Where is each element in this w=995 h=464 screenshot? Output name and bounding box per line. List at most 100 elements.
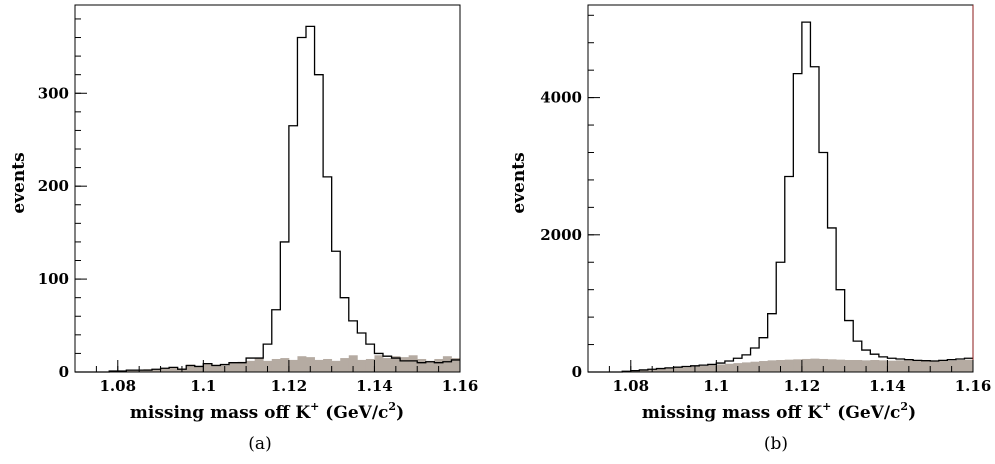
- panel-a-bg-bin: [340, 358, 350, 372]
- panel-b-x-tick-label: 1.14: [869, 377, 906, 395]
- panel-b-y-ticks: 0 2000 4000: [540, 14, 600, 381]
- panel-b-x-tick-label: 1.12: [784, 377, 821, 395]
- panel-b-y-tick-label: 2000: [540, 226, 582, 244]
- panel-b-bg-bin: [921, 360, 931, 372]
- panel-a-bg-bin: [237, 361, 247, 372]
- panel-a-bg-bin: [246, 360, 256, 372]
- panel-a-x-axis-label: missing mass off K+ (GeV/c2): [130, 400, 404, 423]
- panel-b-bg-bin: [896, 360, 905, 372]
- panel-b-bg-bin: [776, 359, 786, 372]
- panel-a-signal-step: [75, 25, 460, 373]
- panel-a-bg-bin: [126, 370, 136, 372]
- panel-a-bg-bin: [152, 369, 161, 372]
- panel-b-xlabel-sup: +: [822, 400, 831, 413]
- panel-a-y-tick-label: 200: [38, 177, 69, 195]
- panel-b-caption: (b): [764, 434, 788, 454]
- panel-a-y-tick-label: 100: [38, 270, 69, 288]
- panel-b-bg-bin: [750, 361, 760, 372]
- panel-a-xlabel-unit: (GeV/c: [319, 403, 388, 423]
- panel-a-bg-bin: [391, 356, 401, 372]
- panel-a-bg-bin: [374, 355, 384, 372]
- panel-b-x-tick-label: 1.16: [955, 377, 992, 395]
- panel-b-bg-bin: [853, 359, 863, 372]
- panel-b-y-axis-label: events: [509, 152, 529, 213]
- panel-a-bg-bin: [357, 359, 367, 372]
- panel-b-signal-step: [588, 21, 973, 373]
- panel-a-bg-bin: [271, 358, 281, 372]
- panel-a-x-tick-label: 1.1: [190, 377, 216, 395]
- panel-b-x-tick-label: 1.1: [703, 377, 729, 395]
- panel-a-x-tick-label: 1.08: [100, 377, 137, 395]
- panel-b-xlabel-unit-sup: 2: [900, 400, 908, 413]
- panel-b-frame: [587, 4, 974, 373]
- panel-b-bg-bin: [767, 360, 777, 372]
- panel-b-bg-bin: [665, 368, 674, 372]
- panel-b-bg-bin: [673, 367, 683, 372]
- panel-b-bg-bin: [716, 364, 726, 372]
- panel-a-bg-bin: [451, 358, 461, 372]
- panel-b-bg-bin: [784, 359, 794, 372]
- panel-a-bg-bin: [400, 357, 410, 372]
- panel-a-bg-bin: [425, 360, 435, 372]
- panel-b-y-tick-label: 0: [572, 363, 582, 381]
- panel-a-bg-bin: [186, 364, 196, 372]
- panel-b-histogram-line: [588, 21, 973, 373]
- panel-a-bg-bin: [408, 355, 418, 372]
- panel-a-bg-bin: [323, 358, 333, 372]
- panel-a-bg-bin: [229, 362, 238, 372]
- panel-b-bg-bin: [639, 369, 649, 372]
- panel-b-bg-bin: [836, 359, 846, 372]
- panel-a-bg-bin: [417, 358, 427, 372]
- panel-b-bg-bin: [904, 359, 914, 372]
- panel-a-xlabel-unit-sup: 2: [388, 400, 396, 413]
- panel-b-bg-bin: [930, 360, 940, 372]
- panel-b-bg-bin: [913, 360, 923, 372]
- panel-b-y-tick-label: 4000: [540, 89, 582, 107]
- panel-b-bg-bin: [955, 359, 965, 372]
- panel-a-bg-bin: [383, 358, 392, 372]
- panel-b-bg-bin: [878, 360, 888, 372]
- panel-a-bg-bin: [203, 363, 213, 372]
- panel-b-bg-bin: [827, 359, 837, 372]
- panel-a-xlabel-sup: +: [310, 400, 319, 413]
- panel-b-bg-bin: [742, 362, 751, 372]
- panel-b-x-tick-label: 1.08: [613, 377, 650, 395]
- panel-a-bg-bin: [331, 360, 341, 372]
- panel-a-x-tick-label: 1.12: [271, 377, 308, 395]
- panel-b-bg-bin: [964, 359, 974, 372]
- panel-a-bg-bin: [314, 359, 324, 372]
- panel-a-xlabel-main: missing mass off K: [130, 403, 311, 423]
- panel-a-xlabel-close: ): [396, 403, 404, 423]
- panel-b-bg-bin: [938, 359, 948, 372]
- panel-a-bg-bin: [254, 358, 264, 372]
- panel-b-bg-bin: [819, 358, 828, 372]
- panel-b-xlabel-main: missing mass off K: [642, 403, 823, 423]
- panel-b-bg-bin: [707, 365, 717, 372]
- panel-b-bg-bin: [801, 358, 811, 372]
- panel-a-y-tick-label: 0: [59, 363, 69, 381]
- panel-a-background-fill: [109, 355, 461, 372]
- panel-b-bg-bin: [887, 360, 897, 372]
- panel-a-bg-bin: [280, 358, 290, 372]
- panel-b-bg-bin: [870, 359, 880, 372]
- panel-a-x-tick-label: 1.16: [442, 377, 479, 395]
- panel-b-bg-bin: [793, 359, 803, 372]
- panel-b-bg-bin: [724, 363, 734, 372]
- panel-a-x-ticks: 1.08 1.1 1.12 1.14 1.16: [74, 360, 479, 395]
- panel-b-bg-bin: [630, 370, 640, 372]
- panel-b-x-axis-label: missing mass off K+ (GeV/c2): [642, 400, 916, 423]
- panel-a-caption: (a): [248, 434, 271, 454]
- panel-a-bg-bin: [306, 357, 315, 372]
- panel-b-xlabel-unit: (GeV/c: [831, 403, 900, 423]
- panel-b-bg-bin: [810, 358, 820, 372]
- panel-a-bg-bin: [348, 355, 358, 372]
- panel-a-y-tick-label: 300: [38, 84, 69, 102]
- panel-a-bg-bin: [434, 358, 444, 372]
- panel-a-bg-bin: [288, 359, 298, 372]
- panel-b-xlabel-close: ): [908, 403, 916, 423]
- panel-a-y-ticks: 0 100 200 300: [38, 18, 87, 381]
- panel-a-bg-bin: [442, 356, 452, 372]
- panel-b-bg-bin: [759, 361, 769, 372]
- panel-a-histogram-line: [75, 25, 460, 373]
